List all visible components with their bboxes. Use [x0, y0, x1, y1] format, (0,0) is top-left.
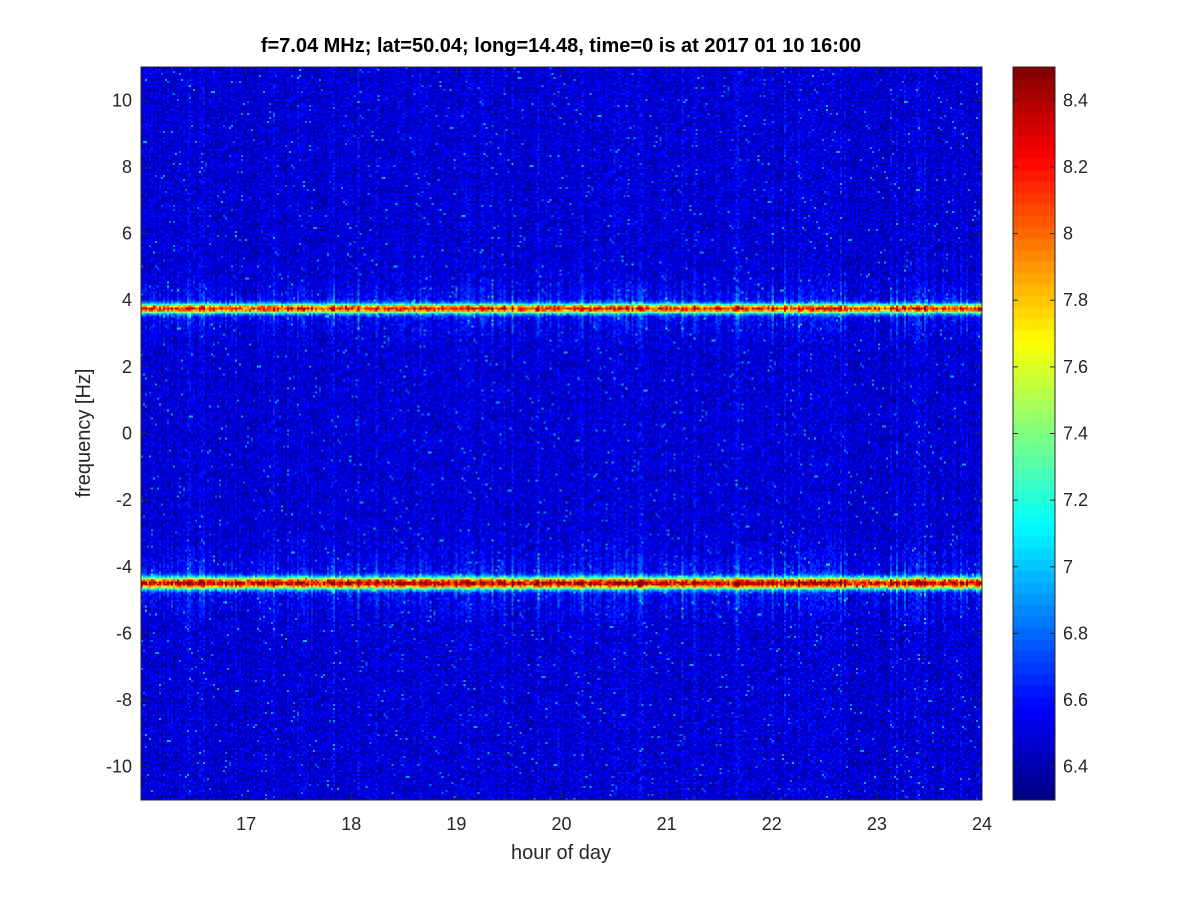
colorbar-tick-label: 8.2	[1063, 157, 1088, 177]
x-axis-label: hour of day	[511, 842, 611, 864]
colorbar-tick-label: 7.8	[1063, 290, 1088, 310]
axis-ticks: 17 18 19 20 21 22 23 24-10-8-6-4-202468106.46.6…	[106, 67, 1088, 834]
colorbar-frame	[1012, 66, 1056, 801]
colorbar-tick-label: 8.4	[1063, 90, 1088, 110]
colorbar-tick-label: 6.8	[1063, 623, 1088, 643]
colorbar-tick-label: 7.2	[1063, 490, 1088, 510]
y-tick-label: -4	[116, 557, 132, 577]
x-tick-label: 23	[867, 814, 887, 834]
x-tick-label: 22	[762, 814, 782, 834]
x-tick-label: 18	[341, 814, 361, 834]
x-tick-label: 24	[972, 814, 992, 834]
colorbar-tick-label: 7	[1063, 557, 1073, 577]
plot-frame	[140, 66, 983, 801]
colorbar-tick-label: 7.4	[1063, 424, 1088, 444]
colorbar-tick-label: 6.6	[1063, 690, 1088, 710]
y-tick-label: 4	[122, 290, 132, 310]
x-tick-label: 20	[551, 814, 571, 834]
y-tick-label: 8	[122, 157, 132, 177]
x-tick-label: 21	[657, 814, 677, 834]
y-tick-label: -8	[116, 690, 132, 710]
colorbar-tick-label: 6.4	[1063, 757, 1088, 777]
y-tick-label: 10	[112, 90, 132, 110]
colorbar	[1013, 67, 1055, 800]
y-tick-label: 6	[122, 224, 132, 244]
x-tick-label: 17	[236, 814, 256, 834]
y-tick-label: -2	[116, 490, 132, 510]
x-tick-label: 19	[446, 814, 466, 834]
y-tick-label: -10	[106, 757, 132, 777]
spectrogram-heatmap	[141, 67, 982, 800]
y-axis-label: frequency [Hz]	[73, 369, 95, 498]
colorbar-tick-label: 8	[1063, 224, 1073, 244]
y-tick-label: 0	[122, 424, 132, 444]
y-tick-label: -6	[116, 623, 132, 643]
colorbar-tick-label: 7.6	[1063, 357, 1088, 377]
chart-title: f=7.04 MHz; lat=50.04; long=14.48, time=…	[261, 35, 861, 57]
y-tick-label: 2	[122, 357, 132, 377]
